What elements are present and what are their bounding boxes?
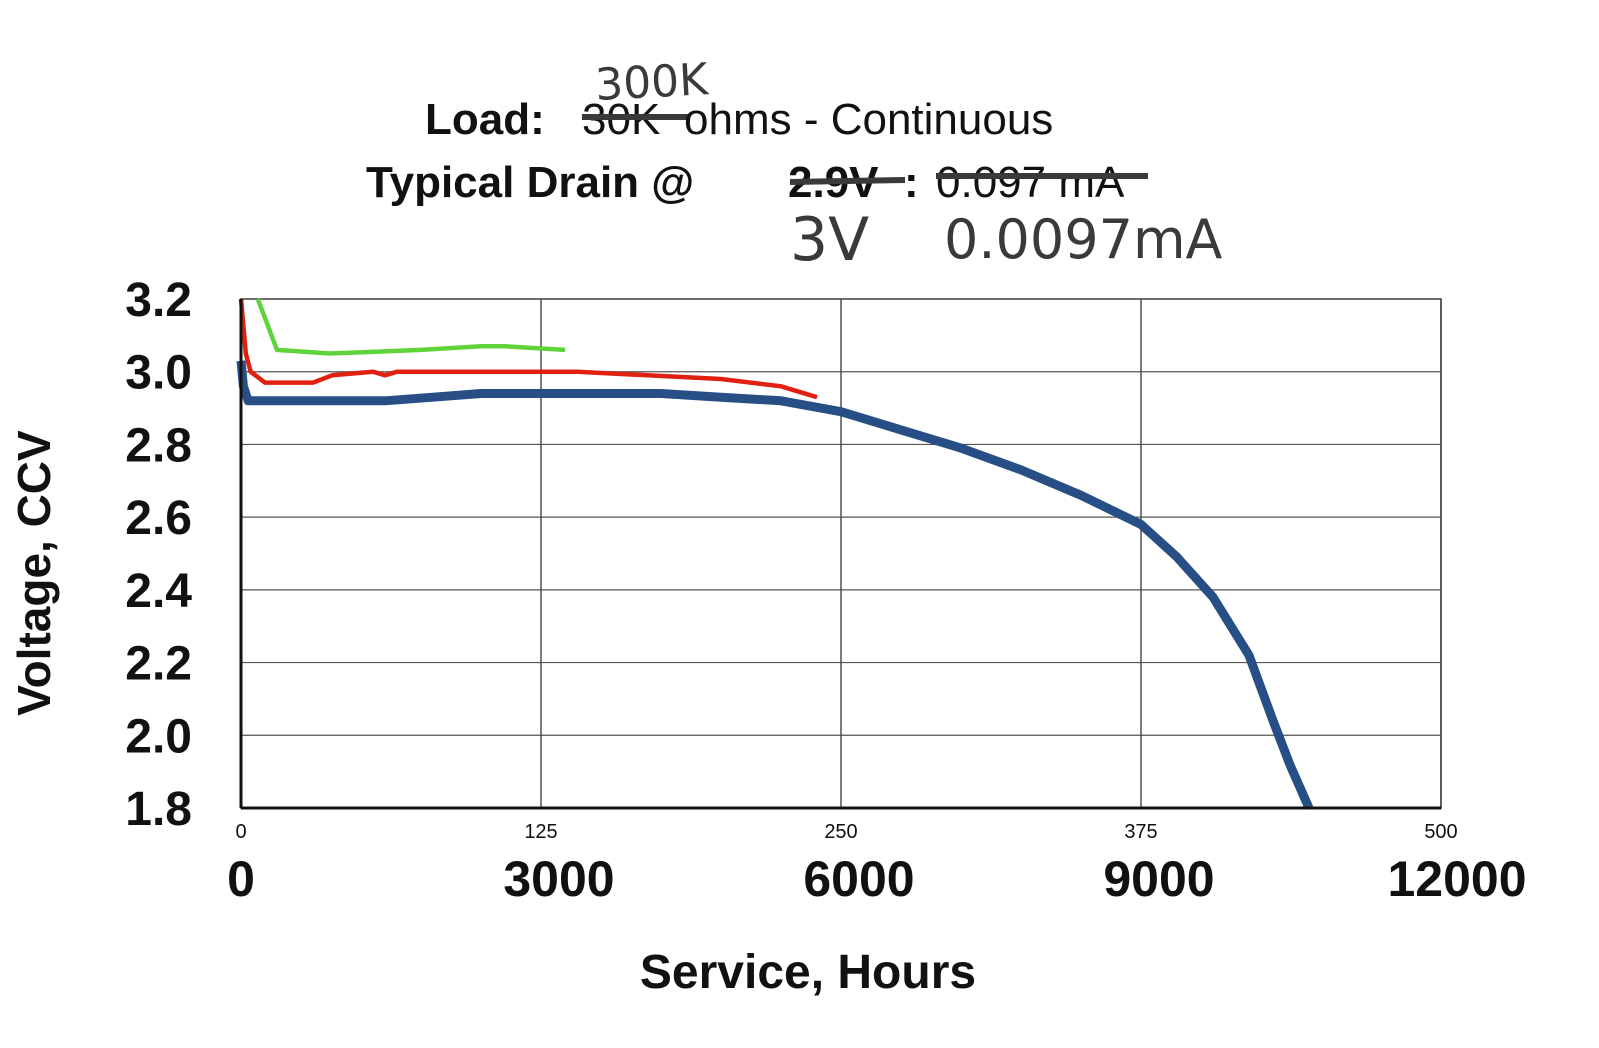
x-tick-label-handwritten: 9000 bbox=[1103, 851, 1214, 907]
x-tick-label-handwritten: 0 bbox=[227, 851, 255, 907]
series-line-1 bbox=[236, 360, 1314, 810]
y-tick-label: 2.6 bbox=[125, 492, 192, 545]
title-voltage-strikethrough bbox=[789, 177, 906, 185]
chart-title-line-1: Load: 30K ohms - Continuous 300K bbox=[425, 54, 1053, 144]
series-line-3 bbox=[255, 298, 566, 356]
title-load-label: Load: bbox=[425, 95, 545, 144]
title-load-handwritten: 300K bbox=[594, 54, 710, 111]
plot-grid bbox=[240, 298, 1442, 809]
x-tick-label-handwritten: 3000 bbox=[503, 851, 614, 907]
y-tick-label: 2.8 bbox=[125, 419, 192, 472]
x-tick-label-handwritten: 12000 bbox=[1387, 851, 1526, 907]
x-tick-label: 0 bbox=[235, 821, 246, 843]
x-tick-label: 500 bbox=[1424, 821, 1457, 843]
x-tick-label: 375 bbox=[1124, 821, 1157, 843]
y-tick-label: 2.2 bbox=[125, 638, 192, 691]
title-drain-label: Typical Drain @ bbox=[366, 158, 694, 207]
y-tick-label: 3.2 bbox=[125, 274, 192, 327]
title-handwritten-current: 0.0097mA bbox=[944, 208, 1223, 271]
title-handwritten-voltage: 3V bbox=[790, 205, 869, 275]
x-tick-label-handwritten: 6000 bbox=[803, 851, 914, 907]
plot-series bbox=[236, 298, 1314, 810]
chart-title-line-2: Typical Drain @ 2.9V : 0.097 mA 3V 0.009… bbox=[366, 158, 1223, 275]
x-axis-label: Service, Hours bbox=[640, 946, 976, 999]
y-axis-label: Voltage, CCV bbox=[8, 430, 60, 716]
x-tick-label: 125 bbox=[524, 821, 557, 843]
plot-axes: 3.2 3.0 2.8 2.6 2.4 2.2 2.0 1.8 0 0 125 3000 250 6000… bbox=[125, 274, 1526, 907]
y-tick-label: 2.4 bbox=[125, 565, 192, 618]
y-tick-label: 1.8 bbox=[125, 783, 192, 836]
y-tick-label: 2.0 bbox=[125, 710, 192, 763]
title-load-rest: ohms - Continuous bbox=[684, 95, 1053, 144]
x-tick-label: 250 bbox=[824, 821, 857, 843]
y-tick-label: 3.0 bbox=[125, 347, 192, 400]
title-drain-struck-current: 0.097 mA bbox=[936, 158, 1125, 207]
series-line-2 bbox=[238, 298, 818, 400]
title-drain-colon: : bbox=[904, 158, 919, 207]
